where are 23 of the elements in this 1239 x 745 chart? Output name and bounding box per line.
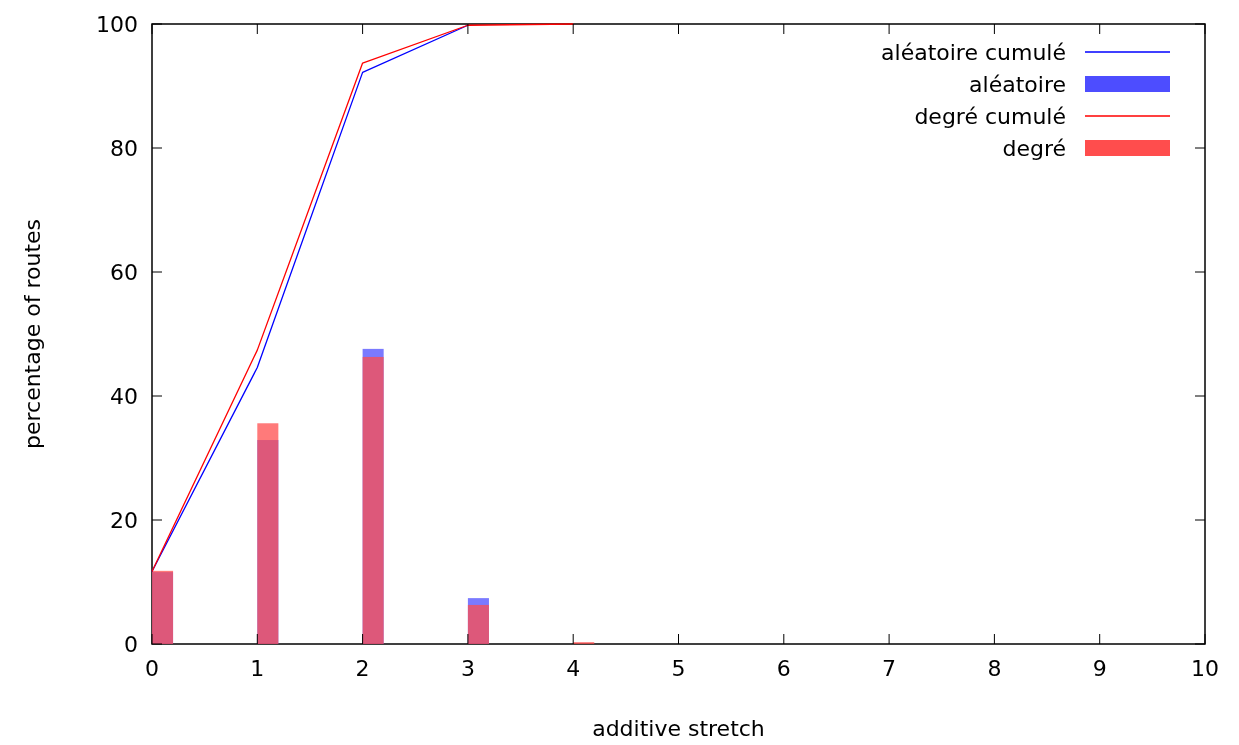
y-tick-label: 60 xyxy=(110,260,138,285)
legend-label: aléatoire xyxy=(969,72,1066,97)
x-tick-label: 8 xyxy=(987,656,1002,681)
x-tick-label: 4 xyxy=(566,656,581,681)
legend-label: aléatoire cumulé xyxy=(881,40,1066,65)
x-tick-label: 5 xyxy=(671,656,686,681)
y-tick-label: 20 xyxy=(110,508,138,533)
x-tick-label: 1 xyxy=(250,656,265,681)
x-tick-label: 7 xyxy=(882,656,897,681)
y-tick-label: 0 xyxy=(124,632,138,657)
x-tick-label: 10 xyxy=(1191,656,1219,681)
x-tick-label: 9 xyxy=(1092,656,1107,681)
x-tick-label: 6 xyxy=(776,656,791,681)
x-tick-label: 2 xyxy=(355,656,370,681)
x-tick-label: 3 xyxy=(460,656,475,681)
y-tick-label: 100 xyxy=(96,12,138,37)
legend-label: degré xyxy=(1002,136,1066,161)
legend-label: degré cumulé xyxy=(914,104,1066,129)
x-axis-title: additive stretch xyxy=(592,716,765,741)
x-tick-label: 0 xyxy=(145,656,159,681)
y-axis-title: percentage of routes xyxy=(20,218,45,450)
y-tick-label: 80 xyxy=(110,136,138,161)
y-tick-label: 40 xyxy=(110,384,138,409)
